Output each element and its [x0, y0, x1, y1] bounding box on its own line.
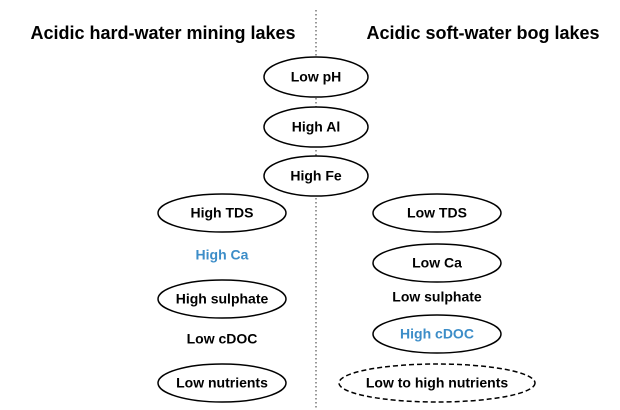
node-outline: [372, 243, 502, 283]
heading-left: Acidic hard-water mining lakes: [30, 23, 295, 43]
node-label: High Al: [292, 119, 340, 135]
node-label: High Fe: [290, 168, 342, 184]
node-outline: [157, 363, 287, 403]
node-outline: [263, 106, 369, 148]
node-label: Low sulphate: [392, 289, 482, 305]
node-label: Low Ca: [412, 255, 462, 271]
node-label: High TDS: [191, 205, 254, 221]
node-label: Low TDS: [407, 205, 467, 221]
node-label: High sulphate: [176, 291, 269, 307]
heading-right: Acidic soft-water bog lakes: [366, 23, 599, 43]
node-outline: [338, 363, 536, 403]
node-outline: [263, 56, 369, 98]
node-outline: [157, 193, 287, 233]
node-label: Low pH: [291, 69, 342, 85]
node-outline: [372, 193, 502, 233]
node-outline: [263, 155, 369, 197]
node-label: High cDOC: [400, 326, 474, 342]
node-label: High Ca: [196, 247, 249, 263]
node-label: Low cDOC: [187, 331, 258, 347]
node-outline: [157, 279, 287, 319]
node-label: Low to high nutrients: [366, 375, 509, 391]
node-outline: [372, 314, 502, 354]
node-label: Low nutrients: [176, 375, 268, 391]
